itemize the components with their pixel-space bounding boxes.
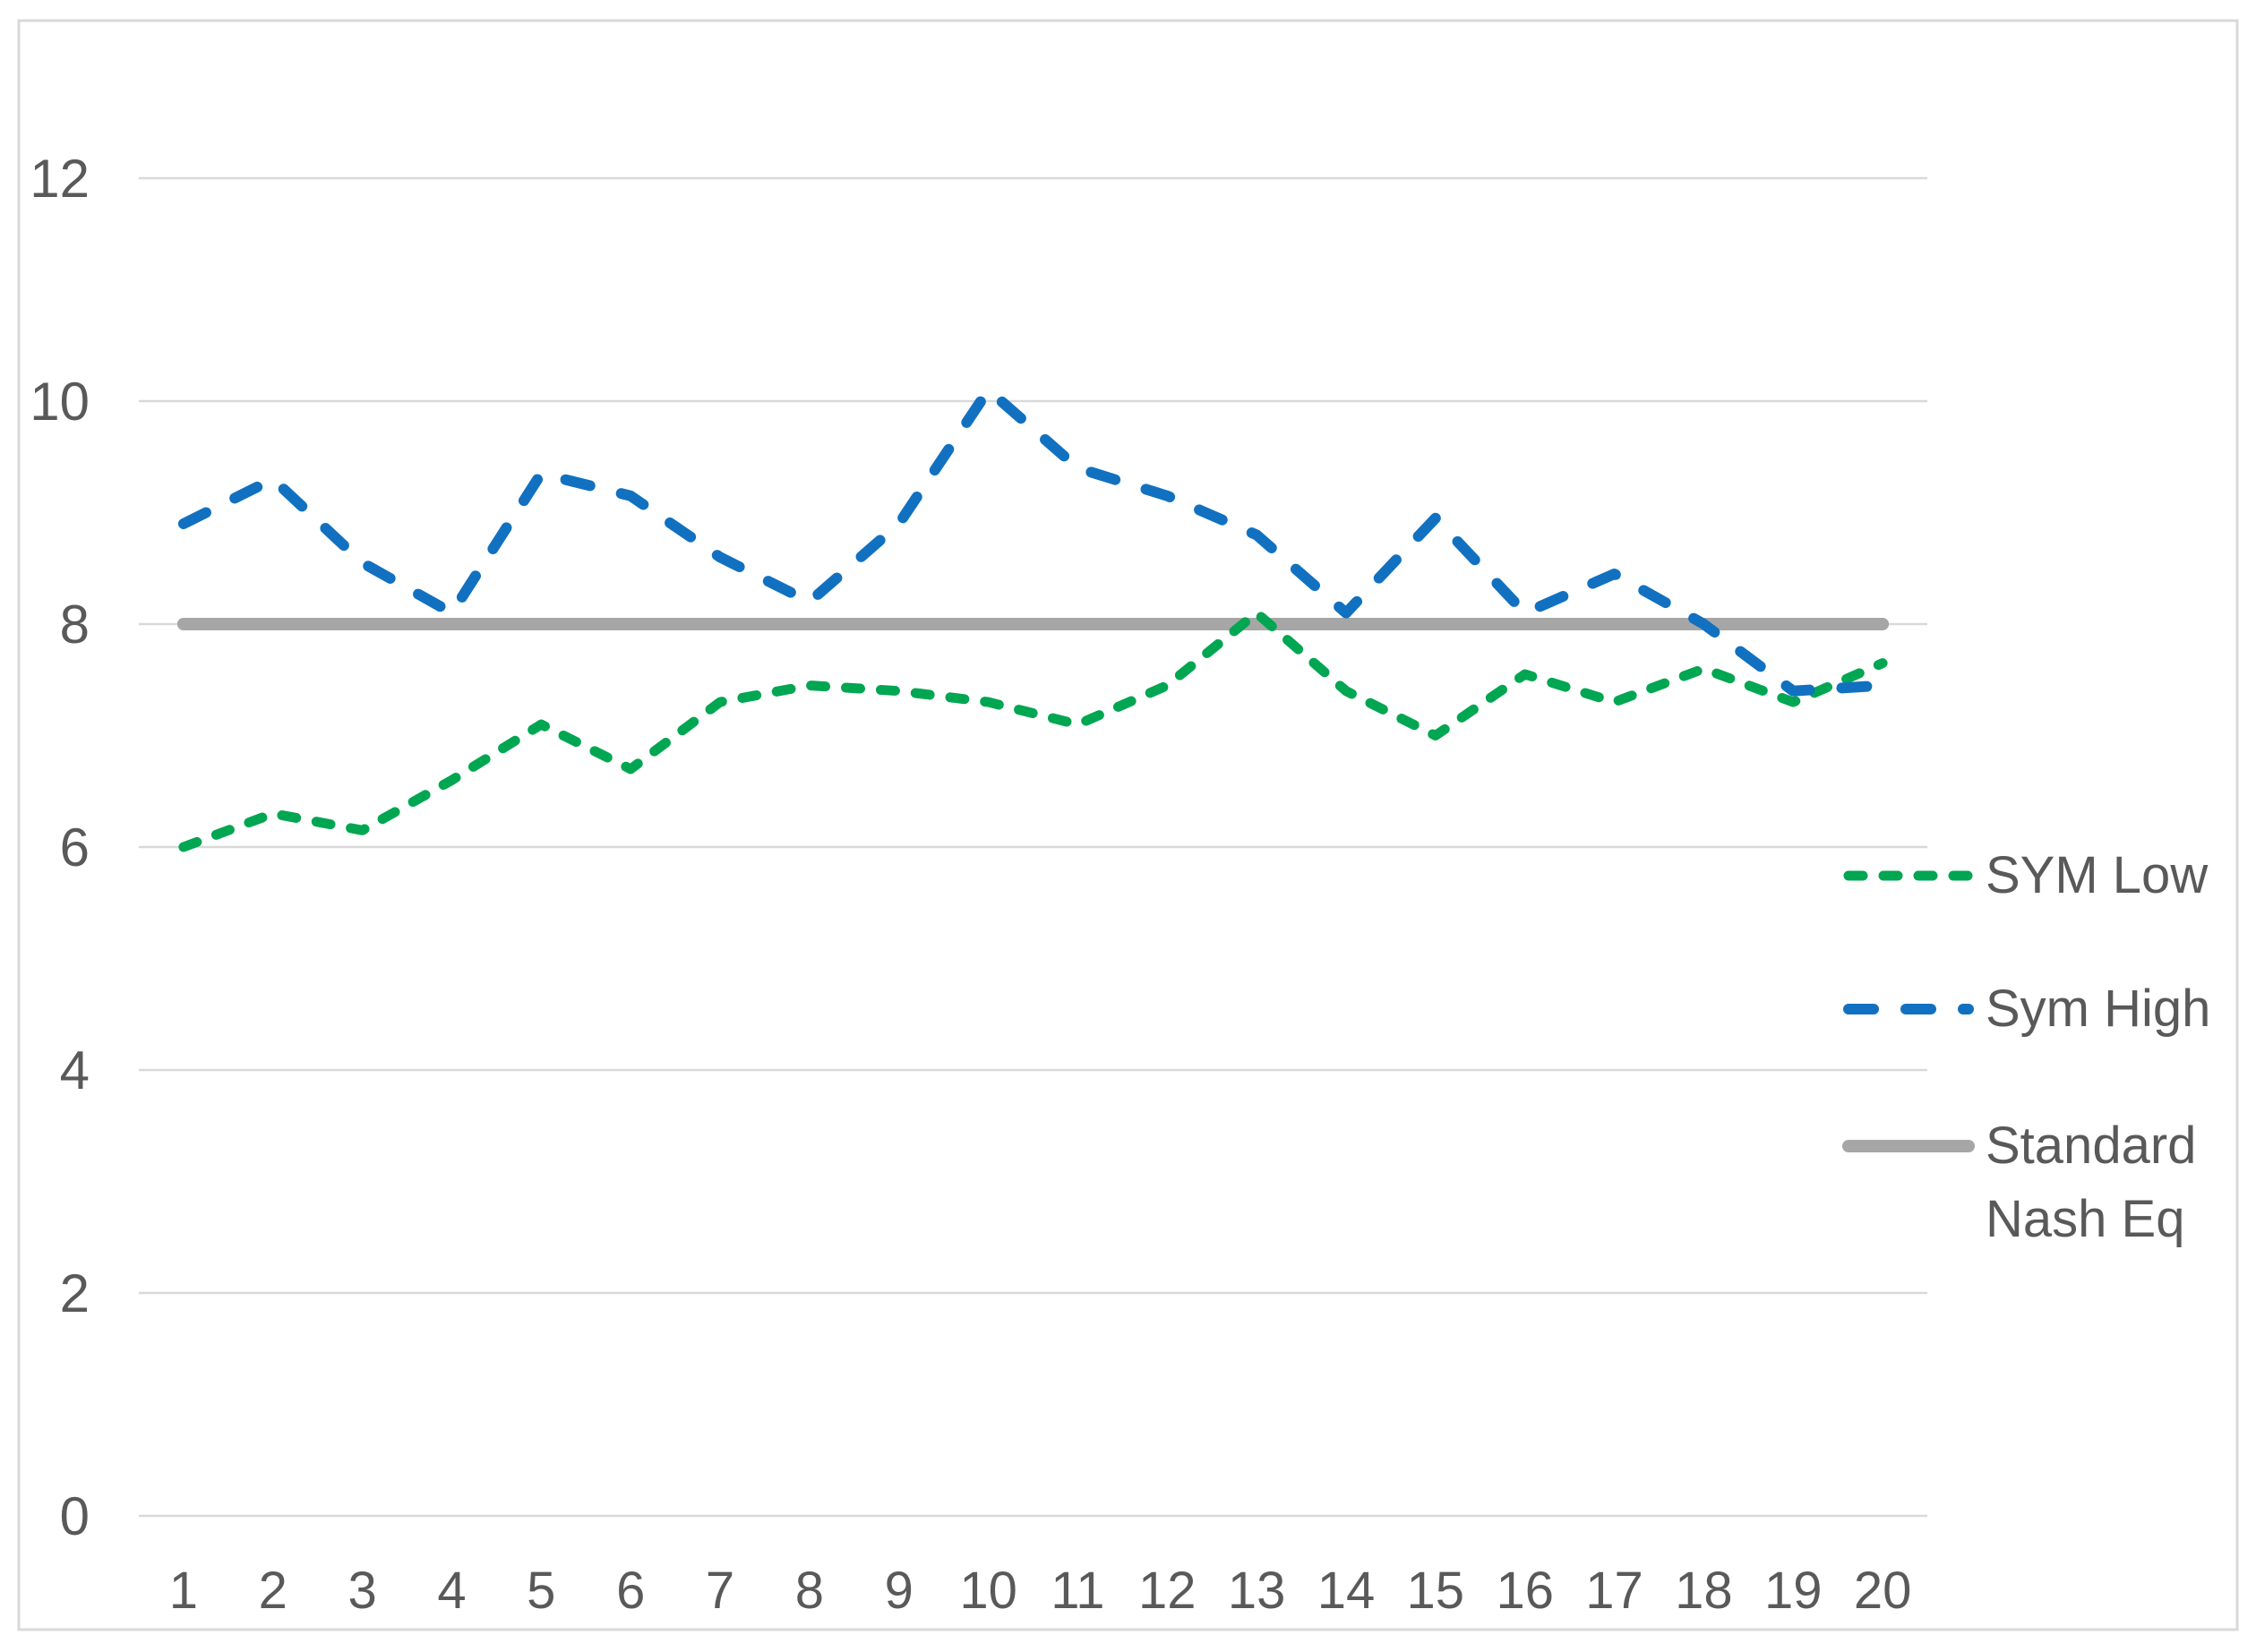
series-line-sym-high bbox=[177, 384, 1889, 697]
chart-frame-border bbox=[17, 19, 2239, 1631]
x-axis-tick-label-12: 12 bbox=[1138, 1562, 1197, 1620]
y-axis-tick-label-0: 0 bbox=[60, 1486, 90, 1546]
x-axis-tick-label-11: 11 bbox=[1051, 1562, 1104, 1620]
y-axis-tick-label-12: 12 bbox=[30, 149, 90, 209]
x-axis-tick-label-9: 9 bbox=[885, 1562, 914, 1620]
x-axis-tick-label-2: 2 bbox=[259, 1562, 287, 1620]
standard-nash-eq-line-sample bbox=[1842, 1137, 1975, 1160]
y-axis-tick-label-2: 2 bbox=[60, 1263, 90, 1323]
legend-item-sym-high: Sym High bbox=[1986, 980, 2211, 1038]
x-axis-tick-label-17: 17 bbox=[1585, 1562, 1643, 1620]
y-axis-tick-label-10: 10 bbox=[30, 372, 90, 432]
legend-item-standard-nash-eq: Standard Nash Eq bbox=[1986, 1117, 2197, 1248]
y-axis-tick-label-6: 6 bbox=[60, 817, 90, 877]
y-axis-tick-label-4: 4 bbox=[60, 1040, 90, 1100]
x-axis-tick-label-3: 3 bbox=[347, 1562, 376, 1620]
x-axis-tick-label-1: 1 bbox=[169, 1562, 198, 1620]
sym-high-line-sample bbox=[1842, 1000, 1975, 1023]
x-axis-tick-label-15: 15 bbox=[1407, 1562, 1465, 1620]
x-axis-tick-label-4: 4 bbox=[437, 1562, 466, 1620]
x-axis-tick-label-19: 19 bbox=[1764, 1562, 1823, 1620]
x-axis-tick-label-7: 7 bbox=[706, 1562, 734, 1620]
x-axis-tick-label-10: 10 bbox=[959, 1562, 1017, 1620]
series-line-sym-low bbox=[178, 608, 1888, 852]
x-axis-tick-label-5: 5 bbox=[527, 1562, 555, 1620]
x-axis-tick-label-20: 20 bbox=[1854, 1562, 1912, 1620]
x-axis-tick-label-8: 8 bbox=[795, 1562, 824, 1620]
y-axis-tick-label-8: 8 bbox=[60, 595, 90, 655]
x-axis-tick-label-6: 6 bbox=[616, 1562, 645, 1620]
legend-item-sym-low: SYM Low bbox=[1986, 846, 2209, 904]
x-axis-tick-label-18: 18 bbox=[1675, 1562, 1733, 1620]
sym-low-line-sample bbox=[1842, 867, 1975, 889]
x-axis-tick-label-13: 13 bbox=[1228, 1562, 1286, 1620]
x-axis-tick-label-16: 16 bbox=[1496, 1562, 1554, 1620]
x-axis-tick-label-14: 14 bbox=[1317, 1562, 1376, 1620]
